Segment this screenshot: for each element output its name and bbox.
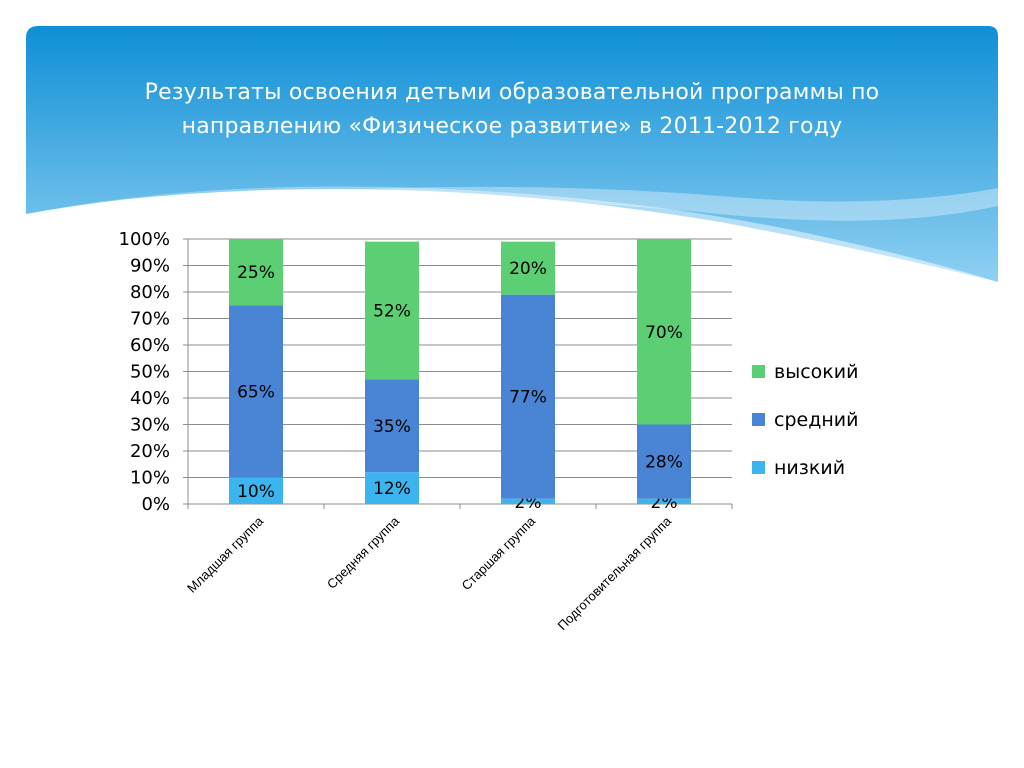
bar-segment xyxy=(501,241,555,295)
data-label: 70% xyxy=(645,323,683,343)
bar-segment xyxy=(501,498,555,504)
legend-label: средний xyxy=(774,409,858,431)
header-swoosh-2 xyxy=(300,186,998,221)
y-tick-label: 40% xyxy=(130,388,170,409)
category-label: Средняя группа xyxy=(324,513,403,592)
legend-swatch xyxy=(752,413,765,426)
y-tick-label: 0% xyxy=(141,494,170,515)
category-label: Старшая группа xyxy=(458,513,538,593)
bar-segment xyxy=(365,472,419,504)
y-tick-label: 20% xyxy=(130,441,170,462)
y-tick-label: 10% xyxy=(130,468,170,489)
y-tick-label: 70% xyxy=(130,309,170,330)
y-tick-label: 60% xyxy=(130,335,170,356)
bar-segment xyxy=(229,305,283,478)
bar-segment xyxy=(637,239,691,425)
bar-segment xyxy=(637,424,691,499)
header-swoosh xyxy=(26,186,998,290)
data-label: 52% xyxy=(373,302,411,322)
bar-segment xyxy=(637,498,691,504)
legend-label: высокий xyxy=(774,361,858,383)
data-label: 77% xyxy=(509,388,547,408)
bar-segment xyxy=(365,379,419,473)
bar-segment xyxy=(229,239,283,306)
bar-segment xyxy=(365,241,419,380)
legend-label: низкий xyxy=(774,457,845,479)
data-label: 12% xyxy=(373,479,411,499)
header-background xyxy=(26,26,998,282)
y-tick-label: 30% xyxy=(130,415,170,436)
data-label: 20% xyxy=(509,259,547,279)
slide-title: Результаты освоения детьми образовательн… xyxy=(144,80,880,139)
legend-swatch xyxy=(752,365,765,378)
y-tick-label: 80% xyxy=(130,282,170,303)
y-tick-label: 100% xyxy=(119,229,170,250)
y-tick-label: 50% xyxy=(130,362,170,383)
bar-segment xyxy=(229,477,283,504)
data-label: 25% xyxy=(237,263,275,283)
data-label: 28% xyxy=(645,453,683,473)
legend-swatch xyxy=(752,461,765,474)
data-label: 65% xyxy=(237,382,275,402)
category-label: Подготовительная группа xyxy=(555,513,675,633)
category-label: Младшая группа xyxy=(184,513,267,596)
header-banner xyxy=(26,26,998,290)
bar-segment xyxy=(501,294,555,499)
y-tick-label: 90% xyxy=(130,256,170,277)
data-label: 35% xyxy=(373,417,411,437)
data-label: 10% xyxy=(237,482,275,502)
